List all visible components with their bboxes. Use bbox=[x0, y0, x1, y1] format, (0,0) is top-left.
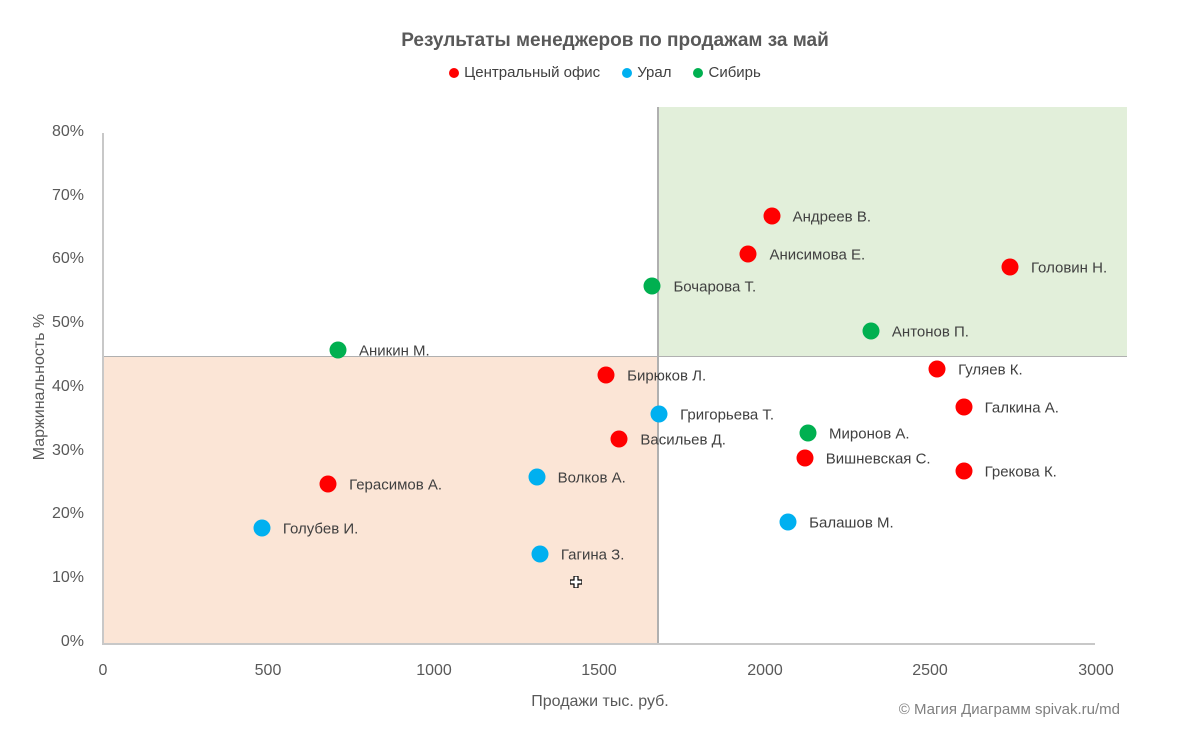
y-tick: 60% bbox=[51, 250, 84, 267]
threshold-line-vertical bbox=[657, 107, 659, 644]
data-label: Галкина А. bbox=[984, 399, 1059, 417]
data-label: Гуляев К. bbox=[958, 361, 1023, 379]
x-tick: 1500 bbox=[581, 662, 617, 679]
data-point[interactable] bbox=[799, 424, 817, 442]
data-label: Гагина З. bbox=[560, 546, 625, 564]
data-label: Антонов П. bbox=[891, 323, 969, 341]
y-tick: 20% bbox=[51, 505, 84, 522]
data-label: Вишневская С. bbox=[825, 450, 931, 468]
data-point[interactable] bbox=[1001, 258, 1019, 276]
data-label: Волков А. bbox=[557, 469, 626, 487]
y-tick: 50% bbox=[51, 314, 84, 331]
data-point[interactable] bbox=[955, 398, 973, 416]
data-label: Герасимов А. bbox=[349, 476, 443, 494]
data-point[interactable] bbox=[796, 449, 814, 467]
x-tick: 2000 bbox=[747, 662, 783, 679]
y-tick: 0% bbox=[60, 633, 84, 650]
legend-item-central[interactable]: Центральный офис bbox=[449, 64, 600, 81]
x-tick: 1000 bbox=[416, 662, 452, 679]
data-label: Балашов М. bbox=[809, 514, 894, 532]
data-point[interactable] bbox=[739, 245, 757, 263]
data-point[interactable] bbox=[597, 366, 615, 384]
mouse-cursor-icon bbox=[570, 576, 582, 588]
x-tick: 3000 bbox=[1078, 662, 1114, 679]
legend-label: Сибирь bbox=[708, 64, 761, 81]
credit-text: © Магия Диаграмм spivak.ru/md bbox=[898, 701, 1120, 718]
y-tick: 80% bbox=[51, 123, 84, 140]
chart-legend: Центральный офис Урал Сибирь bbox=[0, 64, 1200, 81]
data-point[interactable] bbox=[319, 475, 337, 493]
y-tick: 40% bbox=[51, 378, 84, 395]
data-label: Бочарова Т. bbox=[673, 278, 757, 296]
x-tick: 500 bbox=[254, 662, 282, 679]
data-point[interactable] bbox=[955, 462, 973, 480]
x-axis-title: Продажи тыс. руб. bbox=[531, 693, 669, 710]
y-tick: 70% bbox=[51, 187, 84, 204]
legend-label: Центральный офис bbox=[464, 64, 601, 81]
x-tick: 2500 bbox=[912, 662, 948, 679]
threshold-line-horizontal bbox=[103, 356, 1127, 357]
x-tick: 0 bbox=[98, 662, 108, 679]
legend-item-ural[interactable]: Урал bbox=[622, 64, 671, 81]
data-label: Аникин М. bbox=[359, 342, 430, 360]
legend-marker-blue-icon bbox=[622, 67, 633, 78]
data-label: Васильев Д. bbox=[640, 431, 726, 449]
legend-item-siberia[interactable]: Сибирь bbox=[693, 64, 761, 81]
x-axis-line bbox=[102, 643, 1095, 645]
legend-label: Урал bbox=[637, 64, 672, 81]
data-point[interactable] bbox=[643, 277, 661, 295]
data-point[interactable] bbox=[650, 405, 668, 422]
zone-top-right bbox=[658, 107, 1127, 357]
data-point[interactable] bbox=[862, 322, 880, 340]
data-label: Головин Н. bbox=[1030, 259, 1108, 277]
y-tick: 10% bbox=[51, 569, 84, 586]
data-label: Грекова К. bbox=[984, 463, 1057, 481]
data-point[interactable] bbox=[253, 519, 271, 537]
y-tick: 30% bbox=[51, 442, 84, 459]
data-label: Анисимова Е. bbox=[769, 246, 866, 264]
data-point[interactable] bbox=[531, 545, 549, 563]
data-point[interactable] bbox=[779, 513, 797, 531]
legend-marker-red-icon bbox=[449, 67, 460, 78]
data-point[interactable] bbox=[329, 341, 347, 359]
data-label: Бирюков Л. bbox=[627, 367, 707, 385]
data-label: Миронов А. bbox=[829, 425, 910, 443]
chart-title: Результаты менеджеров по продажам за май bbox=[401, 30, 829, 51]
y-axis-line bbox=[102, 133, 104, 644]
zone-bottom-left bbox=[103, 357, 658, 644]
y-axis-title: Маржинальность % bbox=[31, 313, 48, 461]
data-label: Голубев И. bbox=[282, 520, 359, 538]
data-point[interactable] bbox=[528, 468, 546, 486]
data-label: Андреев В. bbox=[792, 208, 871, 226]
legend-marker-green-icon bbox=[693, 67, 704, 78]
data-point[interactable] bbox=[610, 430, 628, 448]
data-point[interactable] bbox=[763, 207, 781, 225]
data-point[interactable] bbox=[928, 360, 946, 378]
data-label: Григорьева Т. bbox=[680, 406, 775, 423]
